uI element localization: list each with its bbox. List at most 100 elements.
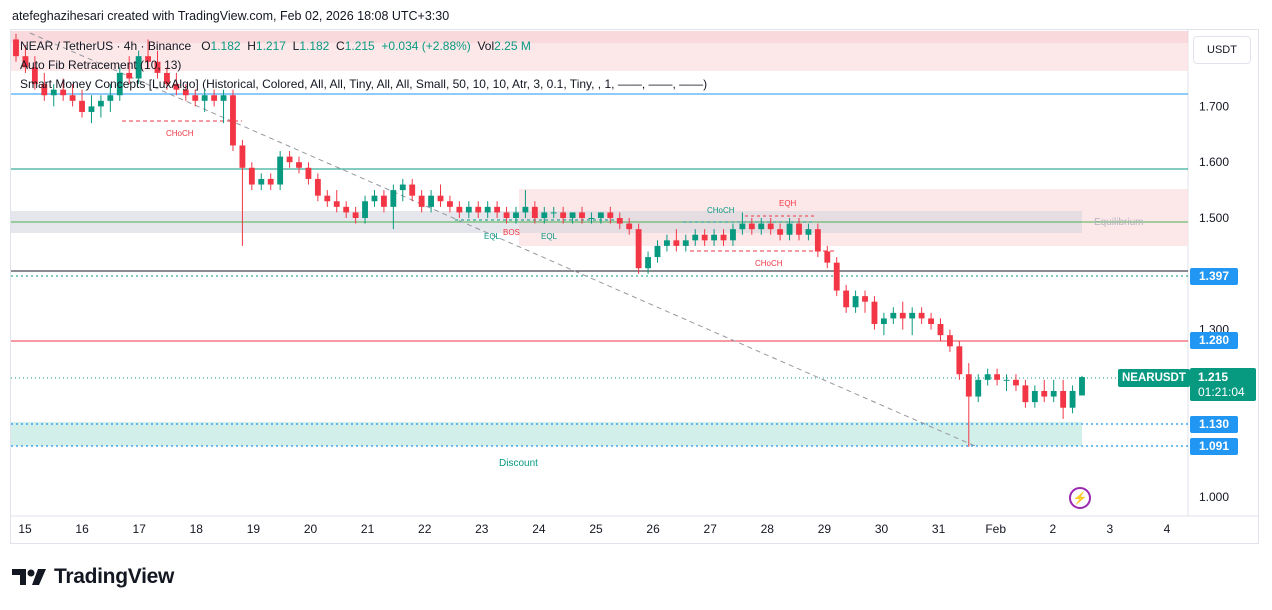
candle-body [390, 190, 397, 207]
legend-indicator-fib[interactable]: Auto Fib Retracement (10, 13) [20, 58, 182, 72]
candle-body [720, 234, 727, 241]
time-tick-label: 29 [818, 522, 832, 536]
legend-symbol[interactable]: NEAR / TetherUS · 4h · Binance [20, 39, 192, 53]
price-badge-1397: 1.397 [1190, 268, 1238, 285]
candle-body [352, 212, 359, 218]
candle-body [701, 234, 708, 241]
candle-body [1013, 379, 1019, 386]
candle-body [1031, 390, 1038, 403]
legend-indicator-smc[interactable]: Smart Money Concepts [LuxAlgo] (Historic… [20, 77, 708, 91]
candle-body [928, 318, 934, 325]
candle-body [333, 201, 340, 207]
candle-body [220, 95, 227, 101]
candle-body [682, 240, 689, 246]
candle-body [428, 195, 435, 207]
time-tick-label: 24 [532, 522, 546, 536]
candle-body [447, 201, 453, 207]
candle-body [654, 245, 661, 258]
candle-body [626, 223, 633, 230]
candle-body [154, 61, 161, 73]
candle-body [871, 301, 878, 325]
candle-body [201, 95, 208, 101]
candle-body [758, 223, 765, 230]
candle-body [607, 212, 614, 218]
candle-body [890, 312, 897, 319]
legend-close-label: C [336, 39, 345, 53]
candle-body [22, 56, 29, 68]
candle-body [862, 296, 868, 302]
legend-symbol-row: NEAR / TetherUS · 4h · Binance O 1.182 H1… [20, 39, 531, 53]
discount-label: Discount [499, 458, 538, 469]
price-badge-1130: 1.130 [1190, 416, 1238, 433]
premium-zone-top [11, 31, 1188, 43]
tradingview-logo-icon [12, 569, 46, 585]
candle-body [314, 178, 321, 196]
symbol-badge: NEARUSDT [1118, 369, 1190, 387]
candle-body [456, 206, 463, 213]
time-tick-label: 19 [247, 522, 261, 536]
legend-low-label: L [292, 39, 300, 53]
chart-frame [10, 29, 1259, 544]
time-tick-label: 27 [704, 522, 718, 536]
legend-high-label: H [247, 39, 256, 53]
candle-body [41, 84, 48, 96]
candle-body [956, 346, 963, 375]
candle-body [588, 218, 595, 219]
candle-body [984, 374, 991, 380]
candle-body [362, 201, 368, 218]
candle-body [1079, 377, 1085, 396]
candle-body [343, 206, 350, 213]
candle-body [371, 195, 378, 202]
candle-body [692, 234, 699, 241]
time-tick-label: 23 [475, 522, 489, 536]
last-price: 1.215 [1198, 370, 1229, 384]
candle-body [324, 195, 331, 202]
candle-body [805, 229, 812, 235]
candle-body [541, 212, 548, 218]
legend-low: 1.182 [299, 39, 330, 53]
candle-body [767, 223, 774, 230]
candle-body [465, 206, 472, 213]
legend-volume: 2.25 M [494, 39, 531, 53]
candle-body [975, 379, 982, 397]
price-badge-1280: 1.280 [1190, 332, 1238, 349]
candle-body [786, 223, 793, 235]
candle-body [88, 106, 95, 112]
bar-countdown: 01:21:04 [1198, 385, 1245, 399]
legend-open-label: O [201, 39, 211, 53]
candle-body [579, 212, 585, 218]
candle-body [69, 95, 76, 101]
flash-icon[interactable]: ⚡ [1069, 487, 1091, 509]
candle-body [663, 240, 670, 246]
candle-body [994, 374, 1001, 380]
candle-body [380, 195, 387, 207]
candle-body [305, 167, 312, 179]
candle-body [796, 223, 802, 235]
candle-body [550, 212, 557, 214]
candle-body [1022, 385, 1029, 403]
candle-body [296, 162, 302, 168]
legend-high: 1.217 [255, 39, 286, 53]
candle-body [616, 218, 623, 224]
candle-body [258, 178, 265, 185]
candle-body [739, 223, 746, 230]
eql-label-1: EQL [484, 232, 501, 241]
candle-body [843, 290, 850, 308]
candle-body [107, 95, 114, 101]
candle-body [135, 56, 142, 79]
candle-body [522, 206, 529, 213]
currency-button[interactable]: USDT [1193, 36, 1251, 64]
candle-body [597, 212, 604, 218]
candle-body [730, 229, 736, 241]
time-tick-label: 30 [875, 522, 889, 536]
candle-body [267, 178, 274, 185]
tradingview-logo[interactable]: TradingView [12, 565, 174, 589]
candle-body [645, 257, 651, 269]
time-tick-label: 22 [418, 522, 432, 536]
time-tick-label: 26 [646, 522, 660, 536]
price-badge-1091: 1.091 [1190, 438, 1238, 455]
time-tick-label: 25 [589, 522, 603, 536]
candle-body [814, 229, 821, 252]
candle-body [711, 234, 718, 241]
